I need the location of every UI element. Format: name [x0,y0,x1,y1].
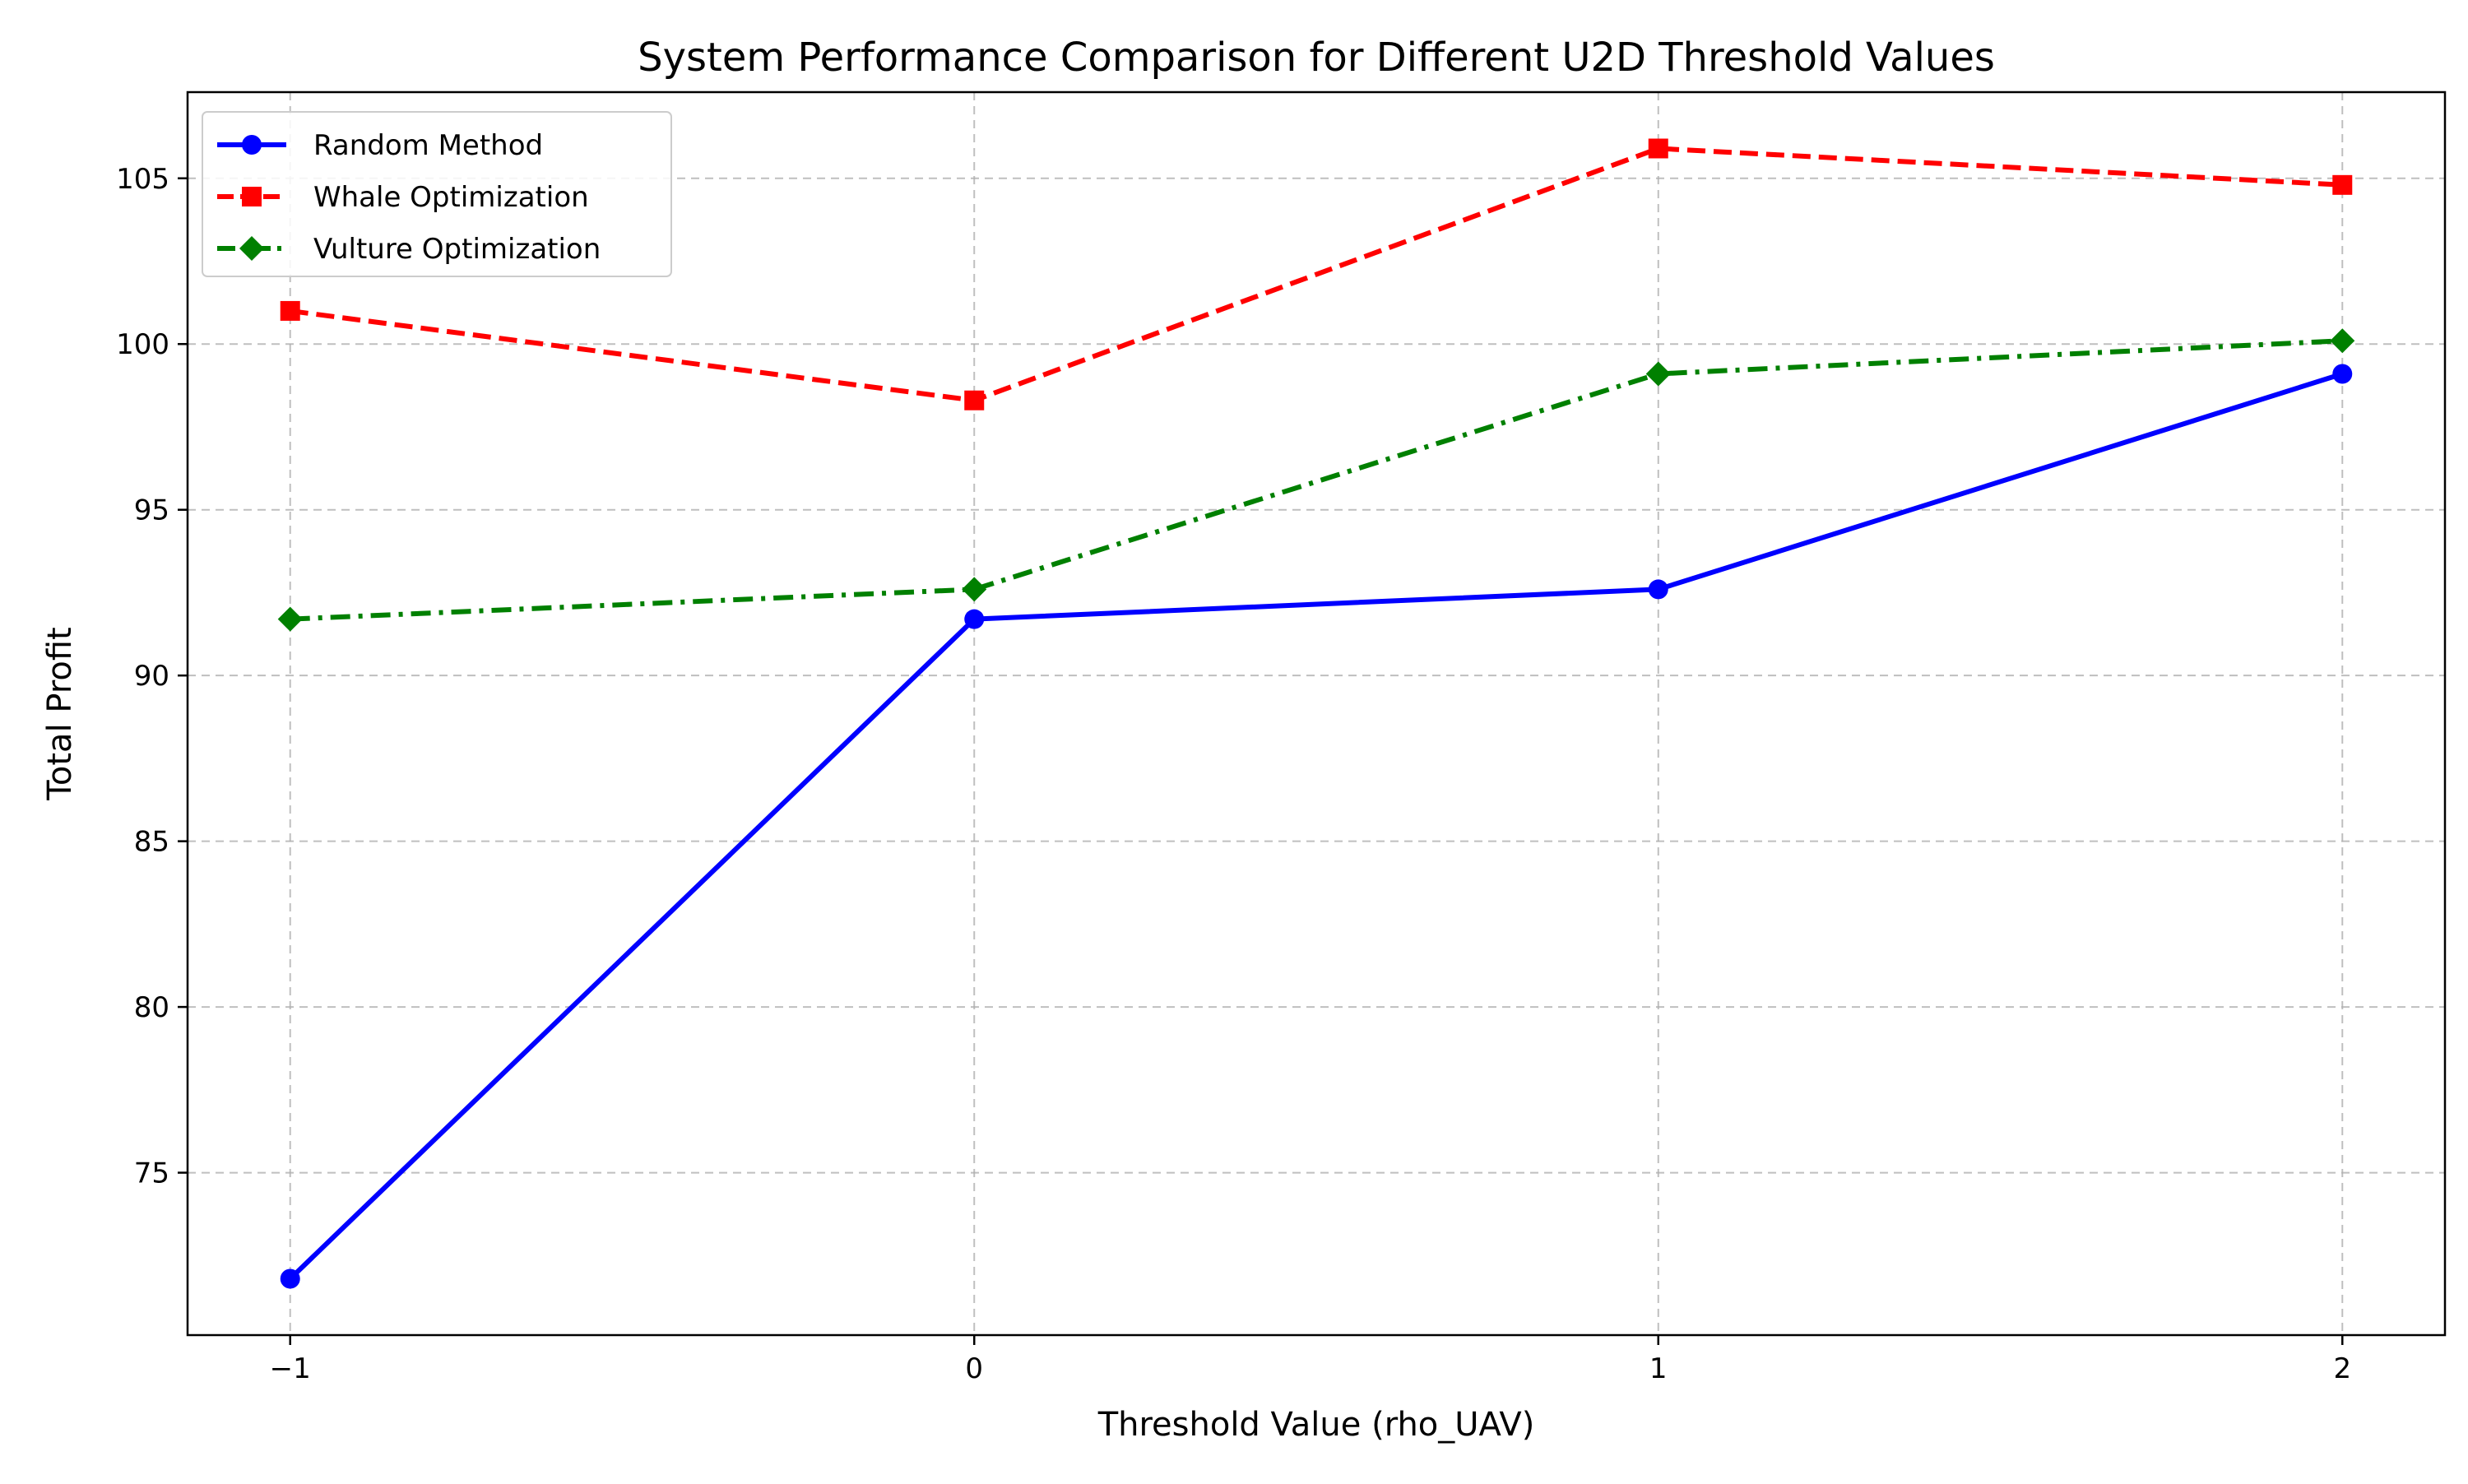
legend-marker-random-method [242,135,262,155]
plot-area-frame [186,90,2447,1337]
data-point-vulture-optimization [962,577,987,602]
series-layer [277,138,2355,1289]
y-tick-label: 100 [116,328,169,361]
data-point-whale-optimization [280,300,300,321]
legend-marker-vulture-optimization [239,236,264,261]
data-point-random-method [280,1268,300,1289]
x-axis-label: Threshold Value (rho_UAV) [1097,1406,1535,1444]
legend-box [202,111,672,277]
grid [188,92,2445,1335]
data-point-random-method [964,609,985,629]
data-point-whale-optimization [2332,174,2353,195]
x-tick-label: 2 [2333,1352,2351,1385]
y-tick-label: 105 [116,163,169,196]
data-point-vulture-optimization [2330,328,2355,354]
y-tick-label: 90 [134,660,169,693]
legend-label-random-method: Random Method [313,129,543,162]
y-tick-label: 80 [134,991,169,1024]
y-tick-label: 95 [134,494,169,527]
x-tick-label: 0 [965,1352,983,1385]
series-line-whale-optimization [290,146,2343,403]
y-tick-label: 85 [134,826,169,859]
series-whale-optimization [280,138,2353,410]
legend-label-vulture-optimization: Vulture Optimization [313,233,601,266]
data-point-whale-optimization [964,390,985,410]
series-line-random-method [288,371,2344,1281]
legend-marker-whale-optimization [242,187,262,206]
x-tick-label: 1 [1649,1352,1668,1385]
axis-ticks: −1 0 1 2 75 80 85 90 95 100 105 [116,163,2351,1385]
series-line-vulture-optimization [290,338,2343,622]
series-vulture-optimization [277,328,2355,632]
series-random-method [280,364,2353,1289]
x-tick-label: −1 [270,1352,311,1385]
y-tick-label: 75 [134,1157,169,1190]
data-point-vulture-optimization [277,606,303,632]
chart-title: System Performance Comparison for Differ… [638,35,1995,81]
data-point-random-method [2332,364,2353,384]
y-axis-label: Total Profit [41,627,79,800]
data-point-vulture-optimization [1645,361,1671,387]
legend-label-whale-optimization: Whale Optimization [313,181,589,214]
data-point-random-method [1648,579,1668,600]
data-point-whale-optimization [1648,138,1668,159]
legend: Random Method Whale Optimization Vulture O… [202,111,672,277]
